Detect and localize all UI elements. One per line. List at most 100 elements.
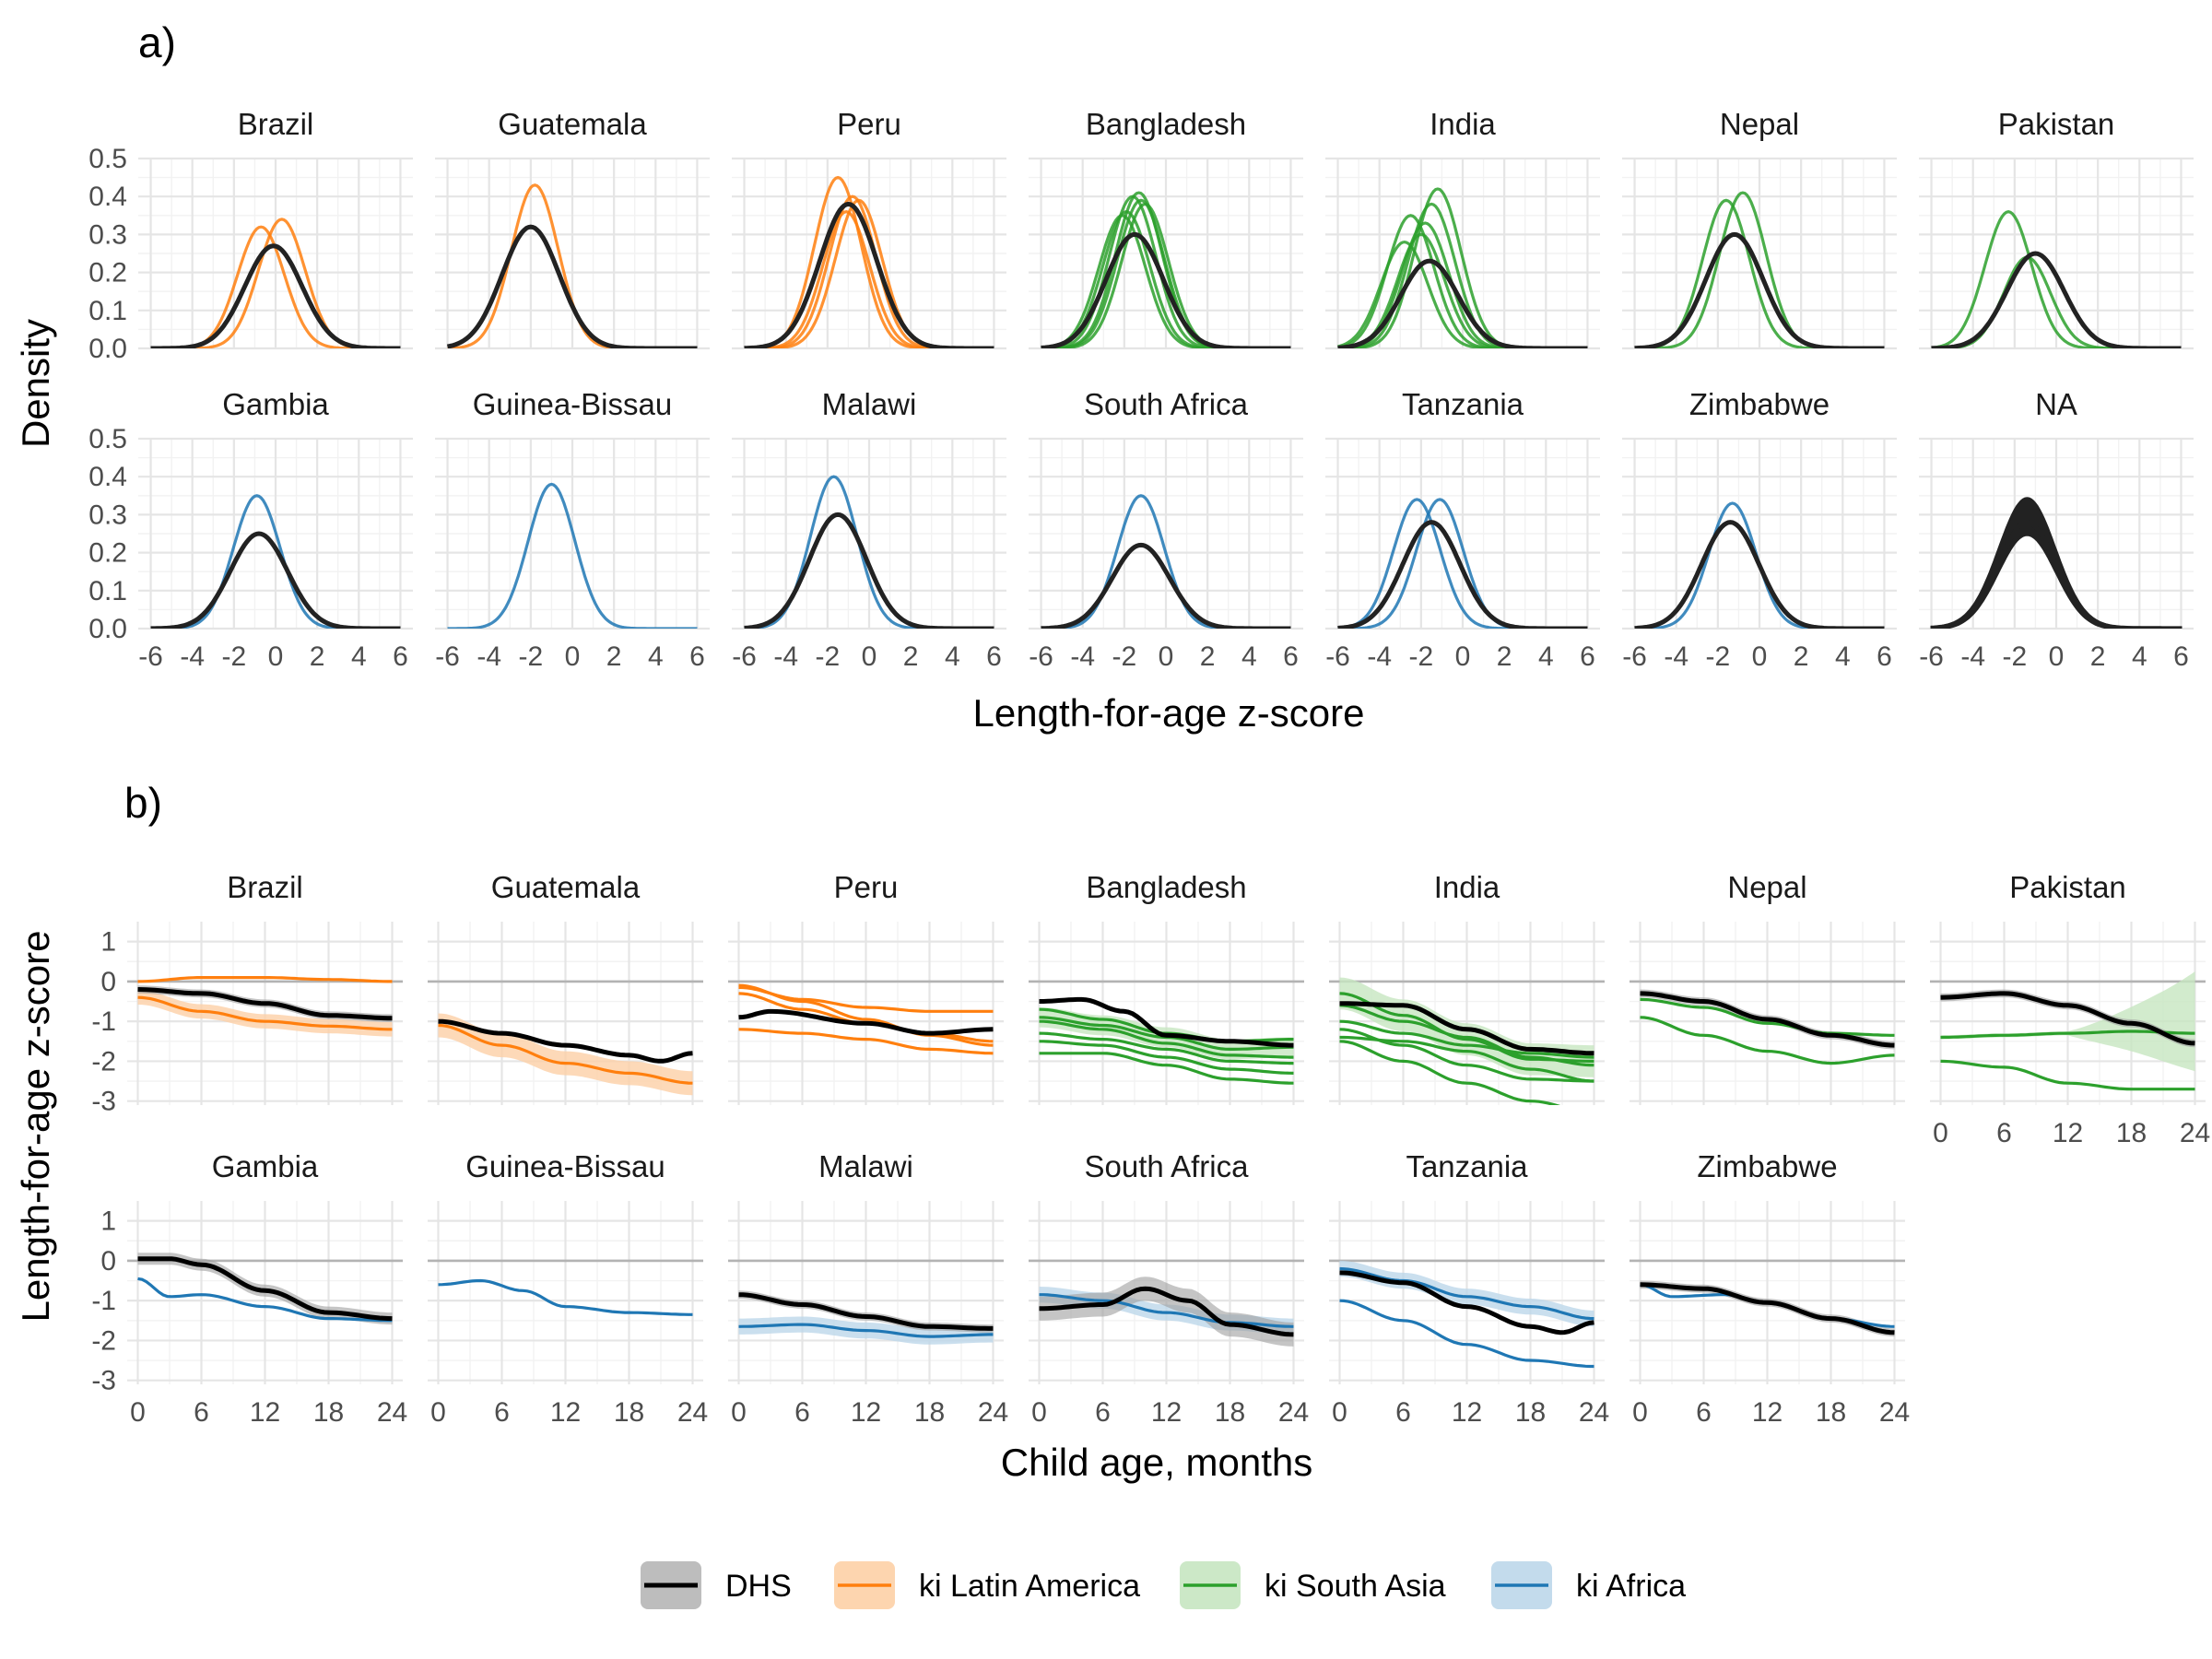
x-tick-label: -2 [1112,641,1137,672]
x-tick-label: 4 [945,641,960,672]
dhs-density-line [1634,231,1885,348]
x-tick-label: -4 [773,641,798,672]
facet-marks [744,475,994,629]
facet-a-zimbabwe: Zimbabwe -6 -4 -2 0 2 4 6 [1622,387,1897,672]
x-tick-label: 12 [851,1397,881,1428]
facet-title: Brazil [238,107,314,141]
facet-marks [1634,191,1885,348]
cohort-trajectory-line [1339,1019,1594,1059]
dhs-trajectory-line [738,1008,994,1036]
facet-title: Nepal [1720,107,1799,141]
legend-item-ki-africa: ki Africa [1491,1561,1686,1609]
x-tick-label: 12 [1452,1397,1482,1428]
facet-title: Zimbabwe [1689,387,1830,421]
x-tick-label: -2 [2003,641,2028,672]
x-tick-label: 6 [393,641,408,672]
facet-marks [1339,977,1594,1105]
facet-b-malawi: Malawi 0 6 12 18 24 [728,1149,1008,1428]
cohort-trajectory-line [1940,1030,2195,1040]
y-tick-label: -1 [91,1286,116,1316]
x-tick-label: 0 [1752,641,1768,672]
facet-a-peru: Peru [732,107,1006,350]
x-tick-label: -6 [1919,641,1944,672]
dhs-trajectory-line [1940,991,2195,1046]
legend-label: ki South Asia [1265,1569,1446,1604]
x-tick-label: 2 [310,641,325,672]
facet-a-india: India [1325,107,1600,350]
cohort-ci-band [1339,1260,1594,1327]
panel-b-x-axis-title: Child age, months [1001,1441,1313,1484]
facet-marks [1940,971,2195,1091]
x-tick-label: 18 [1816,1397,1846,1428]
y-tick-label: 0.5 [88,144,127,174]
x-tick-label: 12 [550,1397,581,1428]
x-tick-label: 24 [2180,1118,2210,1148]
cohort-trajectory-line [1339,1004,1594,1067]
dhs-trajectory-line [1640,1282,1895,1335]
facet-a-guatemala: Guatemala [435,107,710,350]
facet-title: Malawi [822,387,917,421]
x-tick-label: 24 [1879,1397,1910,1428]
cohort-density-line [744,210,994,348]
facet-marks [150,218,401,348]
cohort-trajectory-line [1039,1019,1294,1059]
facet-marks [738,983,994,1055]
dhs-density-line [1041,542,1291,629]
facet-b-nepal: Nepal [1630,870,1905,1105]
facet-a-tanzania: Tanzania -6 -4 -2 0 2 4 6 [1325,387,1600,672]
cohort-ci-band [1940,971,2195,1072]
dhs-trajectory-line [1339,1270,1594,1335]
facet-b-south-africa: South Africa 0 6 12 18 24 [1029,1149,1309,1428]
x-tick-label: -2 [816,641,841,672]
gridlines [1630,922,1905,1105]
y-tick-label: 0 [100,1246,116,1277]
facet-title: South Africa [1085,1149,1250,1183]
y-tick-label: 1 [100,927,116,958]
legend-item-dhs: DHS [641,1561,792,1609]
x-tick-label: -2 [1409,641,1434,672]
y-tick-label: 0.4 [88,182,127,212]
cohort-density-line [447,482,698,629]
cohort-trajectory-line [137,976,393,983]
cohort-density-line [1041,494,1291,629]
facet-a-guinea-bissau: Guinea-Bissau -6 -4 -2 0 2 4 6 [435,387,710,672]
cohort-density-line [1337,498,1588,629]
dhs-density-line [744,512,994,629]
x-tick-label: -6 [1622,641,1647,672]
facet-title: Guinea-Bissau [465,1149,665,1183]
x-tick-label: 6 [2173,641,2189,672]
x-tick-label: -6 [138,641,163,672]
y-tick-label: 1 [100,1206,116,1237]
x-tick-label: 0 [862,641,877,672]
facet-marks [1339,1260,1594,1369]
facet-marks [1930,497,2183,629]
legend: DHS ki Latin America ki South Asia ki Afric… [641,1561,1686,1609]
x-tick-label: 18 [1515,1397,1546,1428]
x-tick-label: 4 [351,641,367,672]
panel-b-tag: b) [124,779,162,827]
cohort-trajectory-line [137,1277,393,1323]
cohort-trajectory-line [1039,1052,1294,1085]
cohort-density-line [1041,194,1291,348]
cohort-trajectory-line [1339,1299,1594,1369]
facet-title: Bangladesh [1086,107,1246,141]
facet-marks [1634,501,1885,629]
y-tick-label: 0.5 [88,424,127,454]
dhs-density-line [1931,251,2182,348]
gridlines [1325,437,1600,630]
panel-b-y-axis-title: Length-for-age z-score [14,931,57,1323]
y-tick-label: 0.3 [88,219,127,250]
cohort-trajectory-line [738,1028,994,1055]
x-tick-label: 6 [1996,1118,2012,1148]
x-tick-label: -4 [1960,641,1985,672]
facet-title: Peru [834,870,899,904]
y-tick-label: 0.3 [88,500,127,530]
facet-b-bangladesh: Bangladesh [1029,870,1304,1105]
facet-a-brazil: Brazil 0.0 0.1 0.2 0.3 0.4 0.5 [88,107,413,364]
x-tick-label: -4 [1664,641,1688,672]
facet-title: India [1434,870,1500,904]
x-tick-label: 2 [606,641,622,672]
cohort-density-line [1041,214,1291,348]
gridlines [732,437,1006,630]
facet-title: Bangladesh [1086,870,1246,904]
